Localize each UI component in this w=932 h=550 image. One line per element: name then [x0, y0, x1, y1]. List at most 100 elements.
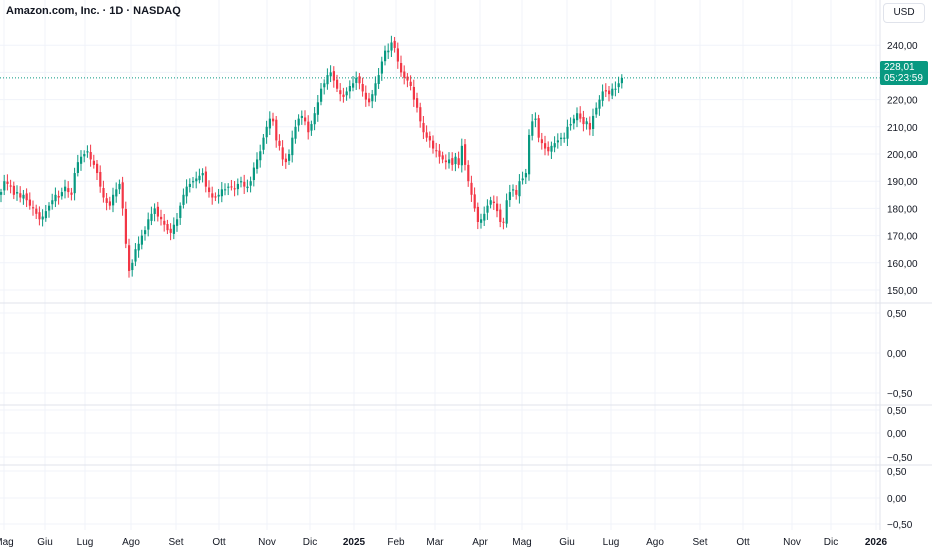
last-price-value: 228,01: [884, 62, 915, 73]
candle-body: [284, 158, 287, 163]
candle: [422, 115, 425, 140]
candle-body: [256, 159, 259, 169]
candle-body: [195, 178, 198, 182]
candle-body: [409, 81, 412, 86]
candle: [547, 141, 550, 156]
price-tick-label: 160,00: [887, 259, 918, 270]
candle: [297, 114, 300, 132]
candle: [611, 83, 614, 100]
candle: [492, 195, 495, 210]
candle-body: [339, 90, 342, 95]
candle: [556, 133, 559, 149]
time-tick-label: 2025: [343, 537, 366, 548]
indicator-tick-label: 0,50: [887, 406, 907, 417]
time-tick-label: Nov: [258, 537, 276, 548]
candle: [569, 117, 572, 131]
currency-button[interactable]: USD: [883, 3, 925, 23]
candle-body: [22, 194, 25, 199]
candle: [121, 176, 124, 216]
candle: [108, 196, 111, 210]
candle: [483, 206, 486, 226]
candle-body: [268, 118, 271, 129]
candle-body: [185, 186, 188, 197]
candle: [217, 188, 220, 204]
candle: [188, 178, 191, 193]
candle: [339, 83, 342, 102]
candle-body: [380, 61, 383, 74]
candle: [380, 56, 383, 81]
candle-body: [0, 192, 3, 195]
candle: [288, 149, 291, 165]
candle: [518, 174, 521, 204]
indicator-tick-label: −0,50: [887, 520, 913, 531]
candle: [128, 238, 131, 278]
candle: [192, 177, 195, 189]
candle-body: [364, 92, 367, 100]
candle: [22, 189, 25, 205]
candle-body: [147, 219, 150, 230]
candle: [243, 174, 246, 194]
candle: [585, 117, 588, 130]
candle-body: [556, 140, 559, 143]
candle-body: [492, 201, 495, 203]
candle-body: [208, 187, 211, 193]
candle-body: [179, 205, 182, 218]
candle: [531, 114, 534, 141]
candle: [307, 115, 310, 140]
price-tick-label: 190,00: [887, 177, 918, 188]
candle-body: [128, 245, 131, 271]
candle: [572, 114, 575, 130]
candle: [496, 196, 499, 218]
candle-body: [489, 200, 492, 205]
candle: [73, 167, 76, 201]
candle: [230, 179, 233, 191]
candle-body: [438, 150, 441, 157]
candle: [313, 107, 316, 131]
candle: [140, 229, 143, 250]
candle: [604, 83, 607, 98]
candle-body: [54, 194, 57, 202]
candle: [451, 152, 454, 171]
candle-body: [19, 193, 22, 198]
candle-body: [448, 159, 451, 164]
candle: [118, 179, 121, 195]
candle-body: [182, 194, 185, 205]
time-tick-label: Feb: [387, 537, 405, 548]
candle-body: [396, 48, 399, 62]
time-tick-label: Nov: [783, 537, 801, 548]
candle-body: [188, 183, 191, 188]
candle-body: [281, 147, 284, 160]
candle-body: [432, 140, 435, 149]
candle: [304, 110, 307, 126]
candle: [166, 219, 169, 235]
candle-body: [371, 94, 374, 102]
candle: [457, 151, 460, 169]
candle-body: [483, 213, 486, 221]
candle: [566, 119, 569, 147]
candle-body: [108, 201, 111, 206]
candle: [377, 68, 380, 89]
candle: [105, 193, 108, 211]
candle: [54, 187, 57, 208]
candle-body: [588, 122, 591, 130]
candle-body: [112, 194, 115, 206]
time-tick-label: Mar: [426, 537, 444, 548]
candle: [9, 179, 12, 194]
candle: [252, 162, 255, 187]
candle: [368, 92, 371, 107]
candle-body: [528, 134, 531, 175]
candle-body: [547, 146, 550, 152]
candle: [115, 182, 118, 203]
candle-body: [582, 117, 585, 125]
candle-body: [592, 115, 595, 129]
candle: [544, 135, 547, 156]
candle: [310, 120, 313, 136]
candle: [320, 82, 323, 106]
candle-body: [336, 79, 339, 89]
candle-body: [428, 136, 431, 141]
candle-body: [355, 77, 358, 83]
candle: [403, 65, 406, 85]
candle-body: [118, 183, 121, 190]
candle-body: [83, 154, 86, 157]
